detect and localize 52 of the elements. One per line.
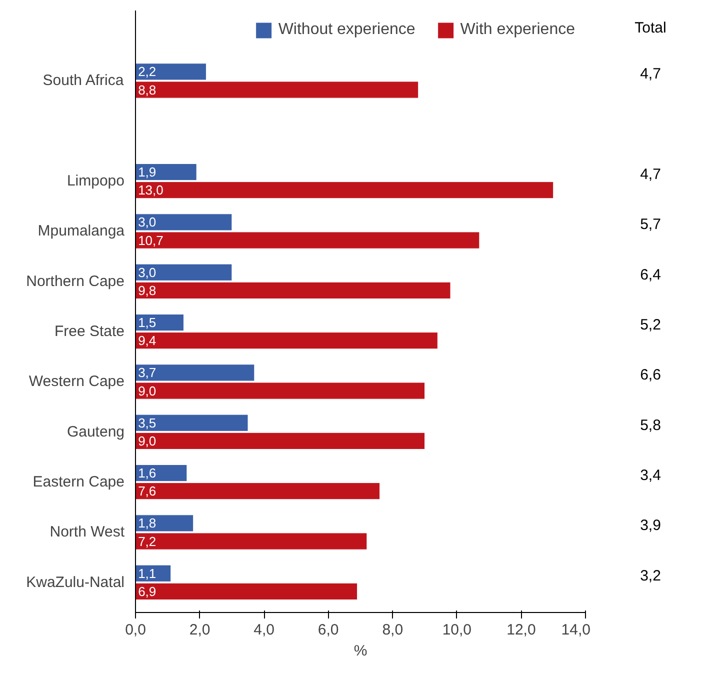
data-label: 13,0 (138, 182, 164, 198)
x-axis-title: % (354, 642, 368, 660)
text: 4,7 (640, 166, 661, 184)
data-label: 3,5 (138, 415, 156, 430)
text: 5,8 (640, 416, 661, 434)
x-tick-label: 12,0 (506, 622, 536, 638)
data-label: 1,8 (138, 516, 156, 531)
x-tick-label: 14,0 (561, 622, 591, 638)
y-tick-label: South Africa (42, 72, 124, 90)
data-label: 7,2 (138, 534, 156, 549)
y-tick-label: Northern Cape (26, 272, 125, 290)
data-label: 1,1 (138, 566, 156, 581)
text: 3,4 (640, 467, 661, 484)
data-label: 3,0 (138, 264, 156, 280)
x-tick-label: 8,0 (382, 622, 404, 638)
legend-label: Without experience (278, 21, 416, 39)
y-tick-label: Gauteng (66, 423, 124, 440)
x-tick-label: 6,0 (318, 622, 339, 638)
data-label: 9,0 (138, 383, 156, 398)
x-tick-label: 10,0 (442, 622, 472, 638)
data-label: 6,9 (138, 584, 156, 599)
y-tick-label: Free State (54, 323, 125, 340)
legend-label: With experience (460, 21, 575, 39)
y-tick-label: Limpopo (66, 172, 125, 190)
x-tick-label: 2,0 (189, 622, 210, 638)
data-label: 9,4 (138, 333, 156, 348)
data-label: 9,0 (138, 433, 156, 448)
data-label: 1,9 (138, 164, 156, 180)
text: 3,2 (640, 567, 661, 584)
text: Total (634, 20, 666, 37)
data-label: 7,6 (138, 484, 156, 499)
x-tick-label: 4,0 (254, 622, 275, 638)
data-label: 10,7 (138, 232, 164, 248)
text: 3,9 (640, 517, 661, 534)
data-label: 8,8 (138, 82, 156, 98)
text: 5,7 (640, 216, 661, 234)
text: 5,2 (640, 316, 661, 334)
data-label: 9,8 (138, 282, 156, 298)
data-label: 2,2 (138, 64, 156, 80)
text: 6,6 (640, 366, 661, 384)
y-tick-label: Western Cape (28, 373, 125, 390)
text: 6,4 (640, 266, 661, 284)
data-label: 3,0 (138, 214, 156, 230)
data-label: 3,7 (138, 365, 156, 380)
data-label: 1,5 (138, 315, 156, 330)
data-label: 1,6 (138, 466, 156, 481)
y-tick-label: North West (50, 524, 126, 541)
text: 4,7 (640, 66, 661, 83)
x-tick-label: 0,0 (125, 622, 146, 638)
y-tick-label: KwaZulu-Natal (26, 574, 125, 591)
y-tick-label: Eastern Cape (32, 474, 125, 491)
y-tick-label: Mpumalanga (38, 222, 126, 240)
